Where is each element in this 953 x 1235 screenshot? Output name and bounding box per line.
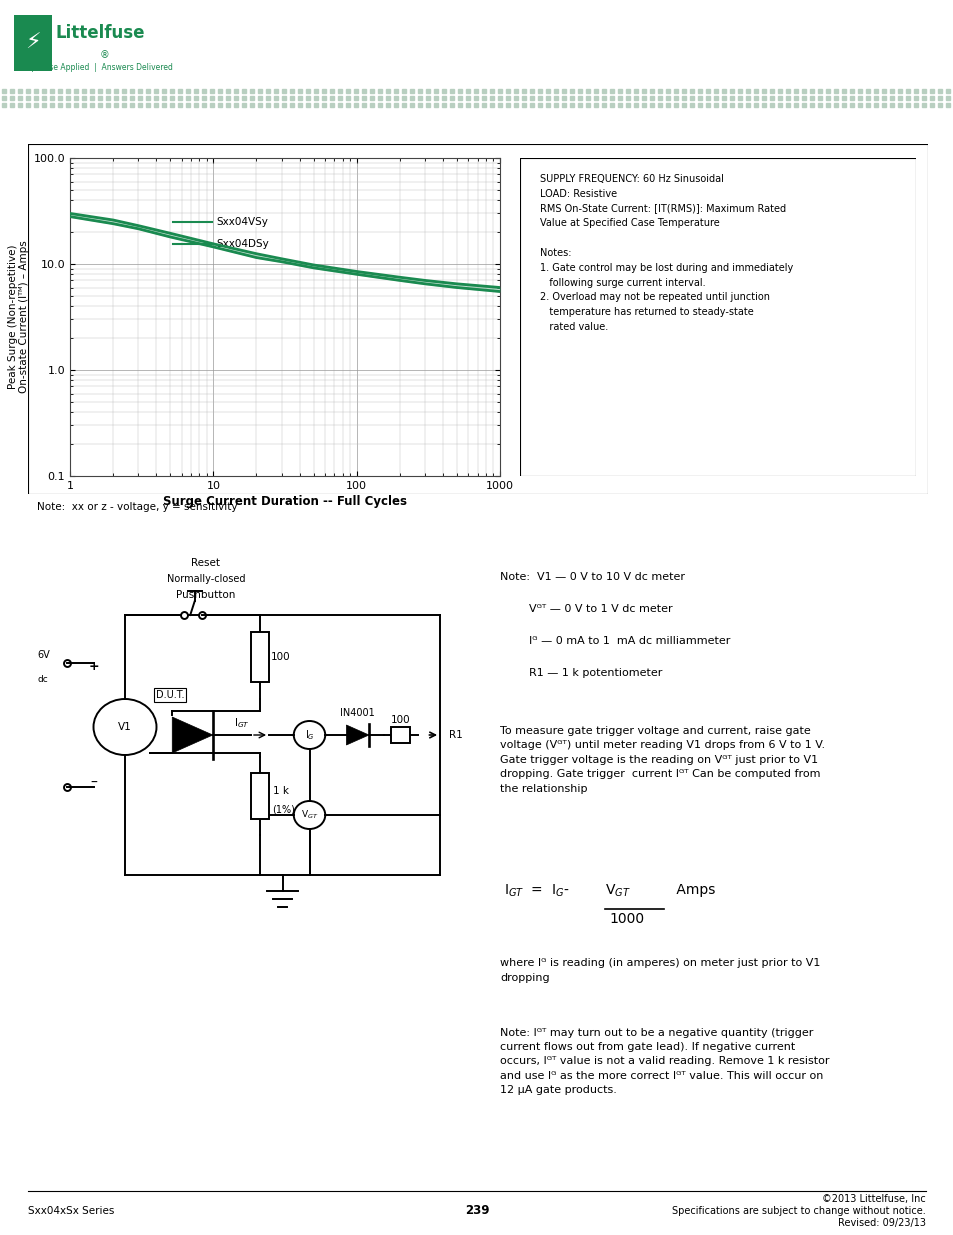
Text: dc: dc xyxy=(38,674,49,683)
Text: Figure 14: Simple Test Circuit for Gate Trigger Voltage and Current: Figure 14: Simple Test Circuit for Gate … xyxy=(37,530,506,542)
Text: To measure gate trigger voltage and current, raise gate
voltage (Vᴳᵀ) until mete: To measure gate trigger voltage and curr… xyxy=(499,726,824,794)
Text: Sxx04DSy: Sxx04DSy xyxy=(216,238,269,249)
Text: Amps: Amps xyxy=(672,883,715,897)
Text: SUPPLY FREQUENCY: 60 Hz Sinusoidal
LOAD: Resistive
RMS On-State Current: [IT(RMS: SUPPLY FREQUENCY: 60 Hz Sinusoidal LOAD:… xyxy=(539,174,792,332)
Polygon shape xyxy=(346,725,369,745)
Text: IN4001: IN4001 xyxy=(340,708,375,718)
Text: D.U.T.: D.U.T. xyxy=(155,690,184,700)
Text: Teccor® brand Thyristors: Teccor® brand Thyristors xyxy=(240,19,598,42)
Text: R1: R1 xyxy=(449,730,462,740)
Text: 239: 239 xyxy=(464,1204,489,1218)
Text: (1%): (1%) xyxy=(273,804,295,814)
Text: where Iᴳ is reading (in amperes) on meter just prior to V1
dropping: where Iᴳ is reading (in amperes) on mete… xyxy=(499,958,820,983)
Text: Pushbutton: Pushbutton xyxy=(176,590,235,600)
Bar xyxy=(8,9,193,77)
Bar xyxy=(14,15,52,70)
X-axis label: Surge Current Duration -- Full Cycles: Surge Current Duration -- Full Cycles xyxy=(163,495,407,508)
Text: Note:  xx or z - voltage, y = sensitivity: Note: xx or z - voltage, y = sensitivity xyxy=(37,501,237,513)
Text: Littelfuse: Littelfuse xyxy=(55,23,145,42)
Text: Iᴳ — 0 mA to 1  mA dc milliammeter: Iᴳ — 0 mA to 1 mA dc milliammeter xyxy=(529,636,730,646)
Text: Sxx04xSx Series: Sxx04xSx Series xyxy=(28,1207,114,1216)
Text: V$_{GT}$: V$_{GT}$ xyxy=(300,809,318,821)
Text: Expertise Applied  |  Answers Delivered: Expertise Applied | Answers Delivered xyxy=(22,63,172,72)
Text: Note: Iᴳᵀ may turn out to be a negative quantity (trigger
current flows out from: Note: Iᴳᵀ may turn out to be a negative … xyxy=(499,1028,828,1095)
Text: 100: 100 xyxy=(271,652,291,662)
Text: V$_{GT}$: V$_{GT}$ xyxy=(604,883,630,899)
Text: 6V: 6V xyxy=(37,650,51,659)
Text: ⚡: ⚡ xyxy=(25,33,41,53)
Text: Revised: 09/23/13: Revised: 09/23/13 xyxy=(837,1218,925,1228)
Text: 4 Amp Sensitive SCRs: 4 Amp Sensitive SCRs xyxy=(240,48,422,65)
Text: I$_{GT}$: I$_{GT}$ xyxy=(233,716,250,730)
Bar xyxy=(391,727,410,743)
Text: ©2013 Littelfuse, Inc: ©2013 Littelfuse, Inc xyxy=(821,1194,925,1204)
Text: Normally-closed: Normally-closed xyxy=(167,574,245,584)
Y-axis label: Peak Surge (Non-repetitive)
On-state Current (Iᵀᴹ) – Amps: Peak Surge (Non-repetitive) On-state Cur… xyxy=(8,241,30,394)
Text: 1 k: 1 k xyxy=(273,785,289,797)
Text: Sxx04VSy: Sxx04VSy xyxy=(216,216,268,226)
Text: Note:  V1 — 0 V to 10 V dc meter: Note: V1 — 0 V to 10 V dc meter xyxy=(499,572,684,583)
Text: R1 — 1 k potentiometer: R1 — 1 k potentiometer xyxy=(529,668,662,678)
Text: I$_G$: I$_G$ xyxy=(304,729,314,742)
Text: V1: V1 xyxy=(118,722,132,732)
Text: –: – xyxy=(90,776,97,790)
Text: Specifications are subject to change without notice.: Specifications are subject to change wit… xyxy=(672,1207,925,1216)
Text: ®: ® xyxy=(100,49,110,61)
Text: +: + xyxy=(88,661,99,673)
Bar xyxy=(251,773,269,819)
Text: 1000: 1000 xyxy=(609,911,643,926)
Text: 100: 100 xyxy=(391,715,410,725)
Text: Figure 13: Surge Peak On-State Current vs. Number of Cycles: Figure 13: Surge Peak On-State Current v… xyxy=(37,126,470,138)
Text: Reset: Reset xyxy=(192,558,220,568)
Text: Vᴳᵀ — 0 V to 1 V dc meter: Vᴳᵀ — 0 V to 1 V dc meter xyxy=(529,604,672,614)
Bar xyxy=(251,632,269,682)
Polygon shape xyxy=(172,718,213,753)
Text: I$_{GT}$  =  I$_G$-: I$_{GT}$ = I$_G$- xyxy=(504,883,569,899)
